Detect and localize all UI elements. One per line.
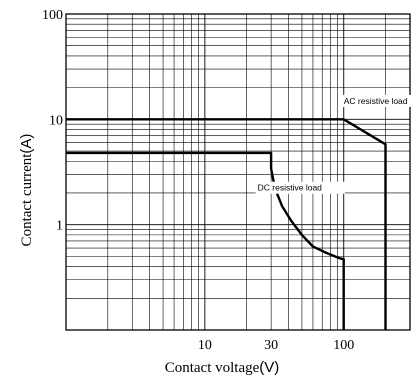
annotation-background xyxy=(255,181,345,194)
x-tick-label: 100 xyxy=(333,338,354,353)
x-tick-label: 30 xyxy=(264,338,278,353)
x-axis-title-text: Contact voltage xyxy=(165,360,260,376)
y-tick-label: 100 xyxy=(42,8,63,23)
annotation-background xyxy=(341,94,419,107)
tick-labels: 10 30 100 100 10 1 xyxy=(42,8,354,353)
plot-frame xyxy=(65,13,411,331)
y-tick-label: 1 xyxy=(56,219,63,234)
series-line-2 xyxy=(66,151,345,330)
series-layer: AC resistive load DC resistive load xyxy=(66,94,419,330)
y-axis-title-text: Contact current xyxy=(19,153,35,247)
x-axis-unit: (V) xyxy=(259,359,279,376)
x-axis-title: Contact voltage(V) xyxy=(165,359,280,376)
series-line-1 xyxy=(66,118,387,330)
series-annotation-1: AC resistive load xyxy=(344,96,408,106)
y-axis-unit: (A) xyxy=(18,134,35,154)
y-tick-label: 10 xyxy=(49,113,63,128)
x-tick-label: 10 xyxy=(198,338,212,353)
y-axis-title: Contact current(A) xyxy=(18,134,35,247)
series-annotation-2: DC resistive load xyxy=(258,183,323,193)
grid xyxy=(65,14,411,331)
